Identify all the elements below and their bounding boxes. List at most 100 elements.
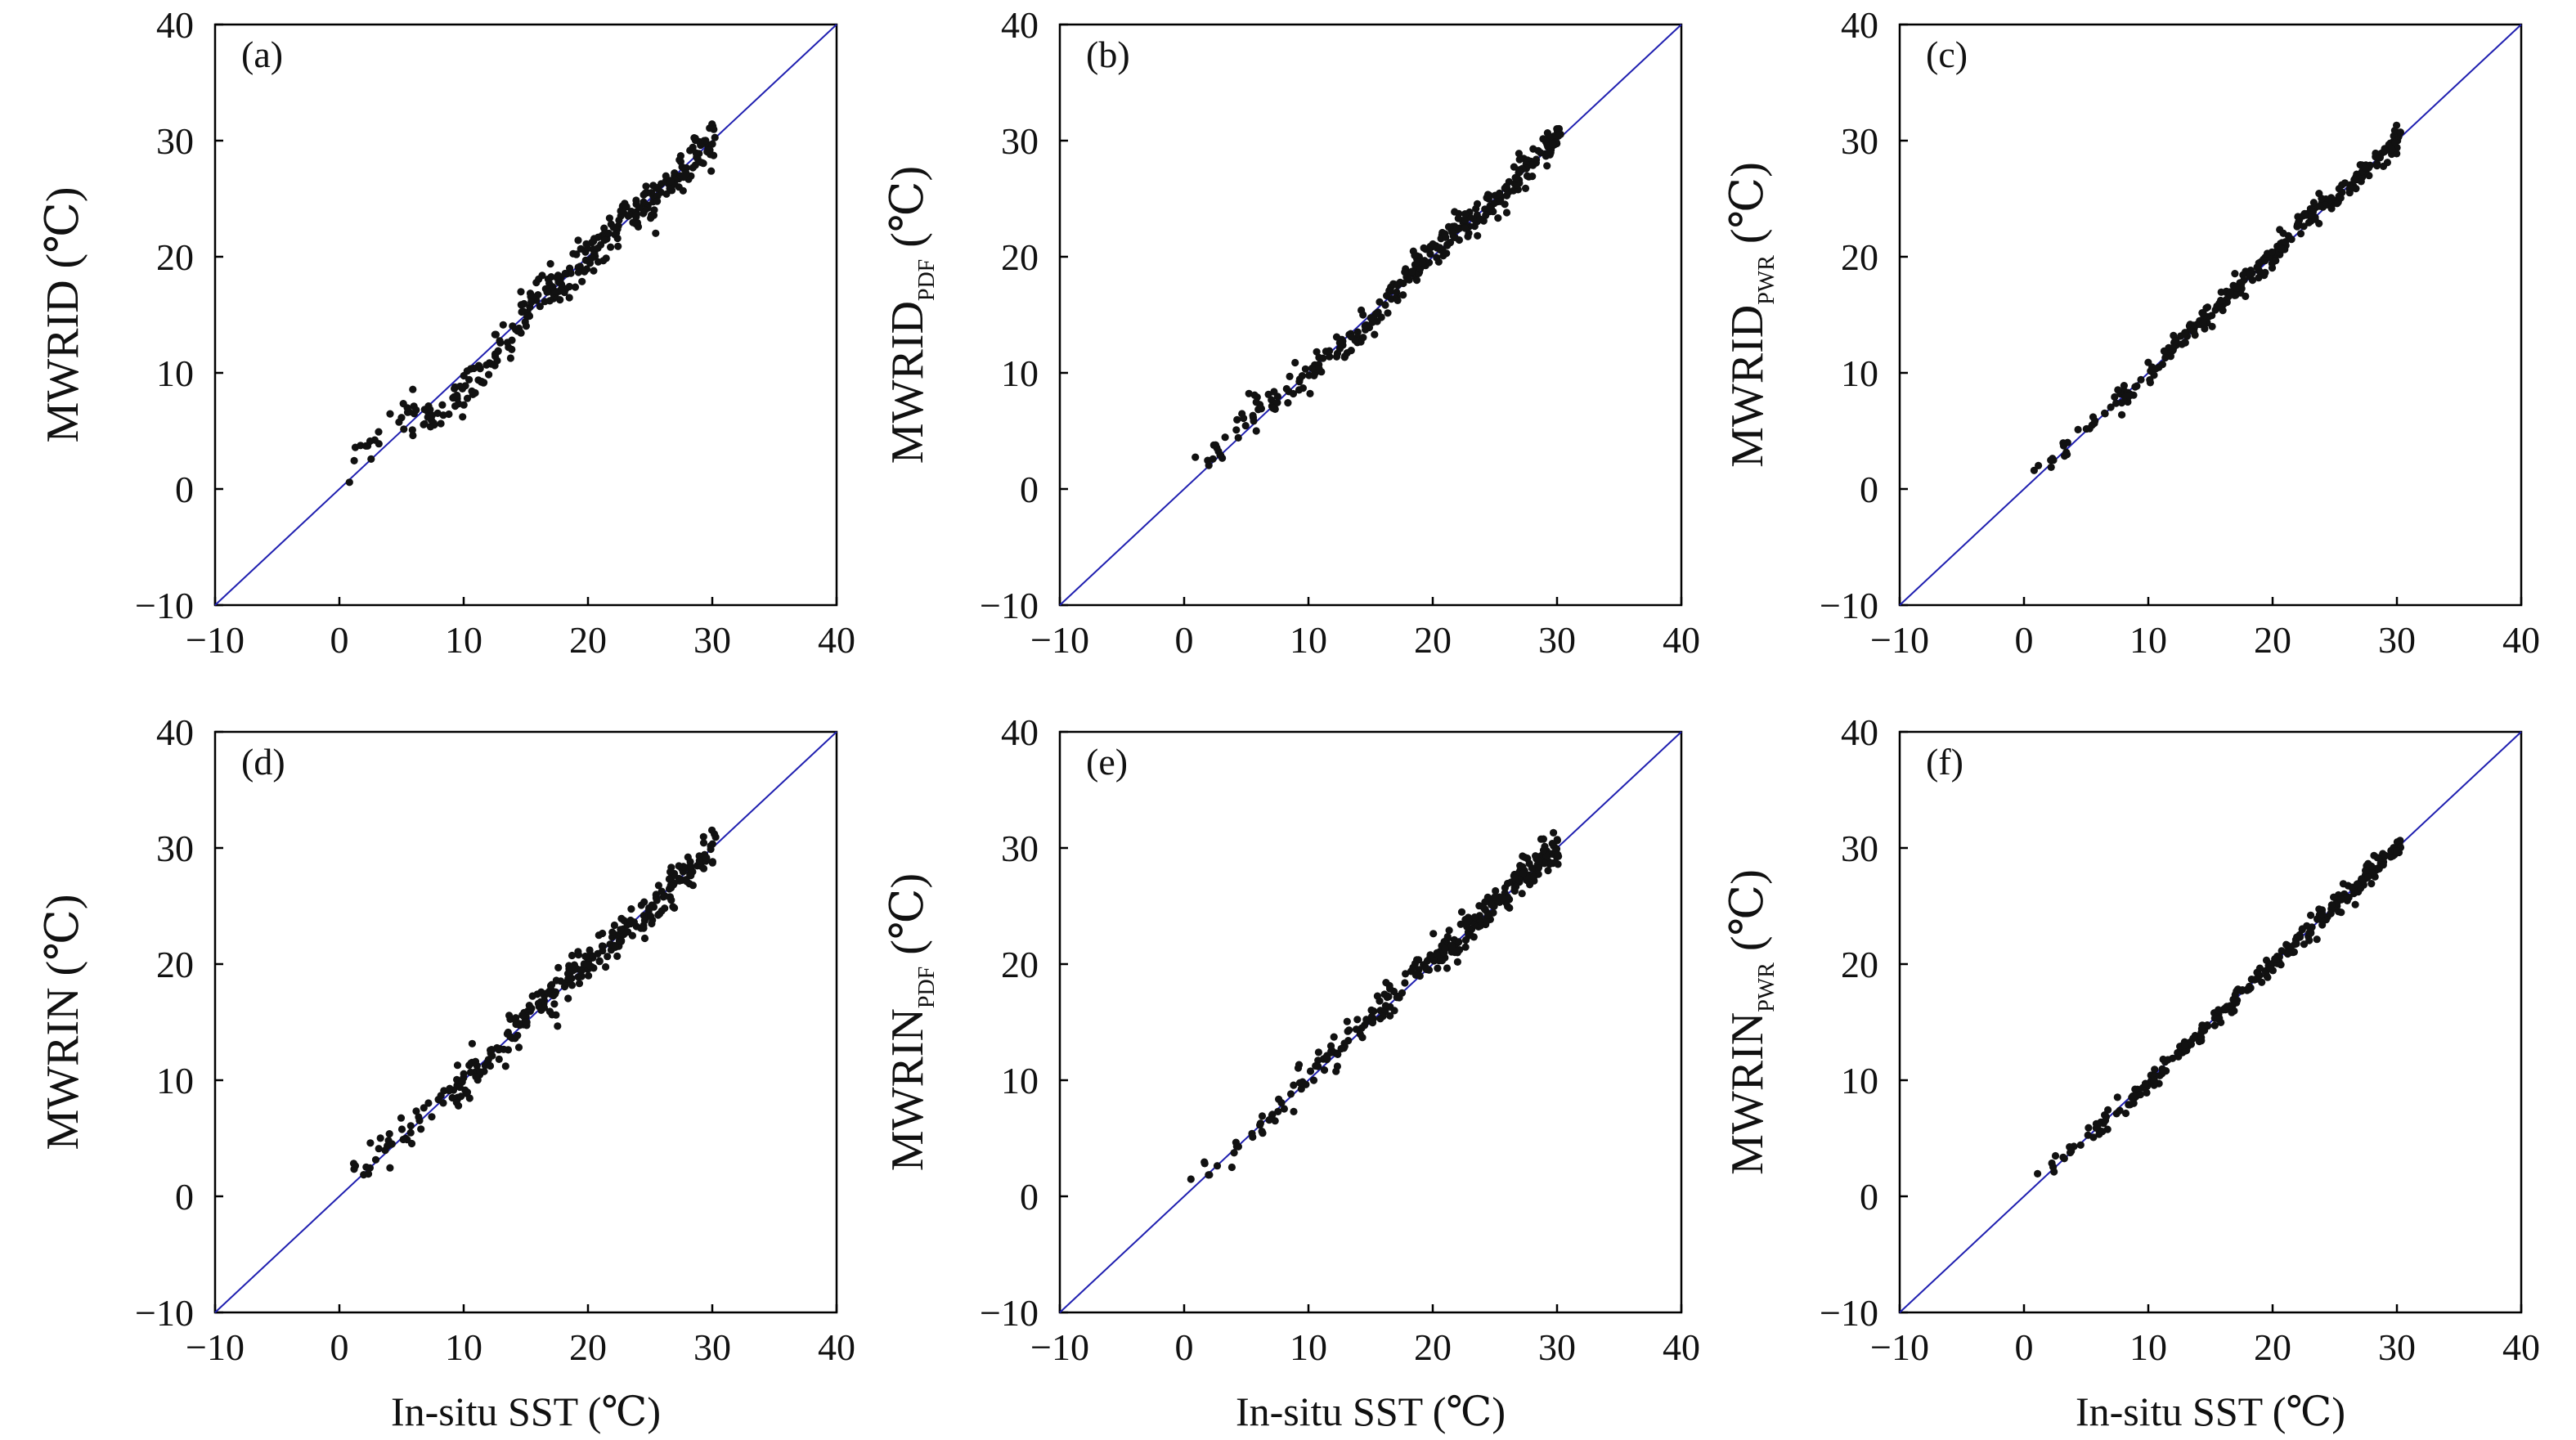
data-point bbox=[568, 951, 577, 960]
data-point bbox=[2201, 325, 2209, 333]
data-point bbox=[1214, 447, 1223, 455]
data-point bbox=[2214, 1015, 2222, 1023]
data-point bbox=[581, 256, 590, 264]
data-point bbox=[641, 206, 649, 214]
data-point bbox=[512, 325, 520, 334]
panel-d: −10 0 10 20 30 40 −10 0 10 20 30 40 (d) MWRIN (℃) In-s… bbox=[38, 711, 855, 1434]
x-tick-label: 40 bbox=[1663, 1326, 1700, 1368]
data-point bbox=[1232, 1142, 1241, 1151]
data-point bbox=[1532, 852, 1540, 860]
y-axis-label-main: MWRIN bbox=[882, 1008, 933, 1171]
data-point bbox=[586, 961, 594, 970]
data-point bbox=[1548, 840, 1556, 848]
data-point bbox=[572, 250, 581, 258]
data-point bbox=[577, 967, 586, 976]
data-point bbox=[2266, 965, 2274, 973]
plot-frame bbox=[1058, 23, 1683, 607]
data-point bbox=[534, 999, 543, 1007]
data-point bbox=[1274, 1107, 1282, 1115]
data-point bbox=[1249, 1133, 1257, 1142]
x-axis-label: In-situ SST (℃) bbox=[1236, 1388, 1506, 1434]
data-point bbox=[385, 1130, 393, 1138]
data-point bbox=[1289, 389, 1298, 398]
data-point bbox=[1252, 398, 1260, 406]
data-point bbox=[376, 1134, 384, 1142]
data-point bbox=[689, 164, 697, 172]
y-tick-label: −10 bbox=[1820, 1292, 1878, 1334]
data-point bbox=[1515, 150, 1523, 158]
data-point bbox=[2300, 940, 2309, 949]
data-point bbox=[2278, 947, 2286, 955]
data-point bbox=[676, 172, 684, 180]
y-tick-label: 10 bbox=[1841, 352, 1878, 394]
y-axis-label-unit: (℃) bbox=[882, 166, 933, 259]
data-point bbox=[1310, 371, 1318, 379]
plot-frame bbox=[1898, 23, 2523, 607]
data-point bbox=[2255, 259, 2263, 267]
data-point bbox=[2373, 854, 2381, 862]
data-point bbox=[671, 904, 679, 912]
y-tick-label: −10 bbox=[135, 1292, 194, 1334]
data-point bbox=[610, 921, 619, 930]
data-point bbox=[1286, 372, 1294, 380]
data-point bbox=[630, 918, 639, 926]
data-point bbox=[1221, 433, 1229, 442]
data-point bbox=[599, 942, 608, 950]
data-point bbox=[1502, 209, 1511, 217]
data-point bbox=[375, 428, 383, 436]
data-point bbox=[1523, 172, 1532, 180]
data-point bbox=[574, 948, 582, 956]
data-point bbox=[1258, 1112, 1267, 1120]
data-point bbox=[428, 1113, 436, 1121]
data-point bbox=[1332, 352, 1341, 361]
data-point bbox=[692, 149, 700, 157]
data-point bbox=[460, 1074, 468, 1082]
data-point bbox=[654, 881, 663, 890]
y-tick-label: 20 bbox=[156, 236, 194, 278]
data-point bbox=[2160, 1067, 2168, 1076]
panel-b: −10 0 10 20 30 40 −10 0 10 20 30 40 (b) MWRIDPDF (℃) bbox=[882, 4, 1700, 661]
data-point bbox=[2111, 393, 2119, 401]
scatter-points bbox=[1192, 124, 1564, 469]
data-point bbox=[2373, 162, 2381, 170]
y-tick-label: 40 bbox=[156, 711, 194, 753]
data-point bbox=[647, 214, 655, 222]
data-point bbox=[375, 1145, 383, 1153]
y-axis-label-subscript: PDF bbox=[914, 259, 940, 301]
data-point bbox=[653, 896, 661, 904]
panel-label: (e) bbox=[1086, 741, 1128, 783]
panel-f: −10 0 10 20 30 40 −10 0 10 20 30 40 (f) MWRINPWR (℃) I… bbox=[1722, 711, 2540, 1434]
data-point bbox=[1515, 168, 1524, 177]
data-point bbox=[1295, 378, 1304, 386]
data-point bbox=[2296, 933, 2304, 941]
data-point bbox=[1386, 1012, 1394, 1020]
data-point bbox=[710, 151, 718, 159]
data-point bbox=[2103, 1125, 2112, 1133]
data-point bbox=[1390, 1007, 1398, 1015]
data-point bbox=[1368, 1019, 1377, 1027]
data-point bbox=[687, 863, 695, 871]
data-point bbox=[2191, 1031, 2199, 1040]
data-point bbox=[2337, 908, 2345, 917]
data-point bbox=[1443, 241, 1452, 249]
data-point bbox=[362, 1163, 370, 1171]
data-point bbox=[366, 1139, 375, 1147]
data-point bbox=[1359, 334, 1367, 342]
data-point bbox=[1306, 1067, 1315, 1075]
data-point bbox=[640, 191, 648, 199]
data-point bbox=[1451, 208, 1459, 216]
data-point bbox=[2376, 154, 2384, 162]
data-point bbox=[1416, 265, 1425, 273]
data-point bbox=[1461, 936, 1470, 944]
plot-frame bbox=[1898, 730, 2523, 1314]
y-axis-label: MWRIDPWR (℃) bbox=[1722, 162, 1779, 468]
data-point bbox=[522, 322, 531, 330]
data-point bbox=[1447, 941, 1456, 950]
x-tick-label: 40 bbox=[818, 1326, 855, 1368]
data-point bbox=[482, 361, 491, 369]
data-point bbox=[1326, 347, 1334, 355]
data-point bbox=[1335, 339, 1344, 347]
data-point bbox=[553, 274, 562, 282]
data-point bbox=[2272, 257, 2280, 265]
data-point bbox=[2160, 347, 2168, 355]
